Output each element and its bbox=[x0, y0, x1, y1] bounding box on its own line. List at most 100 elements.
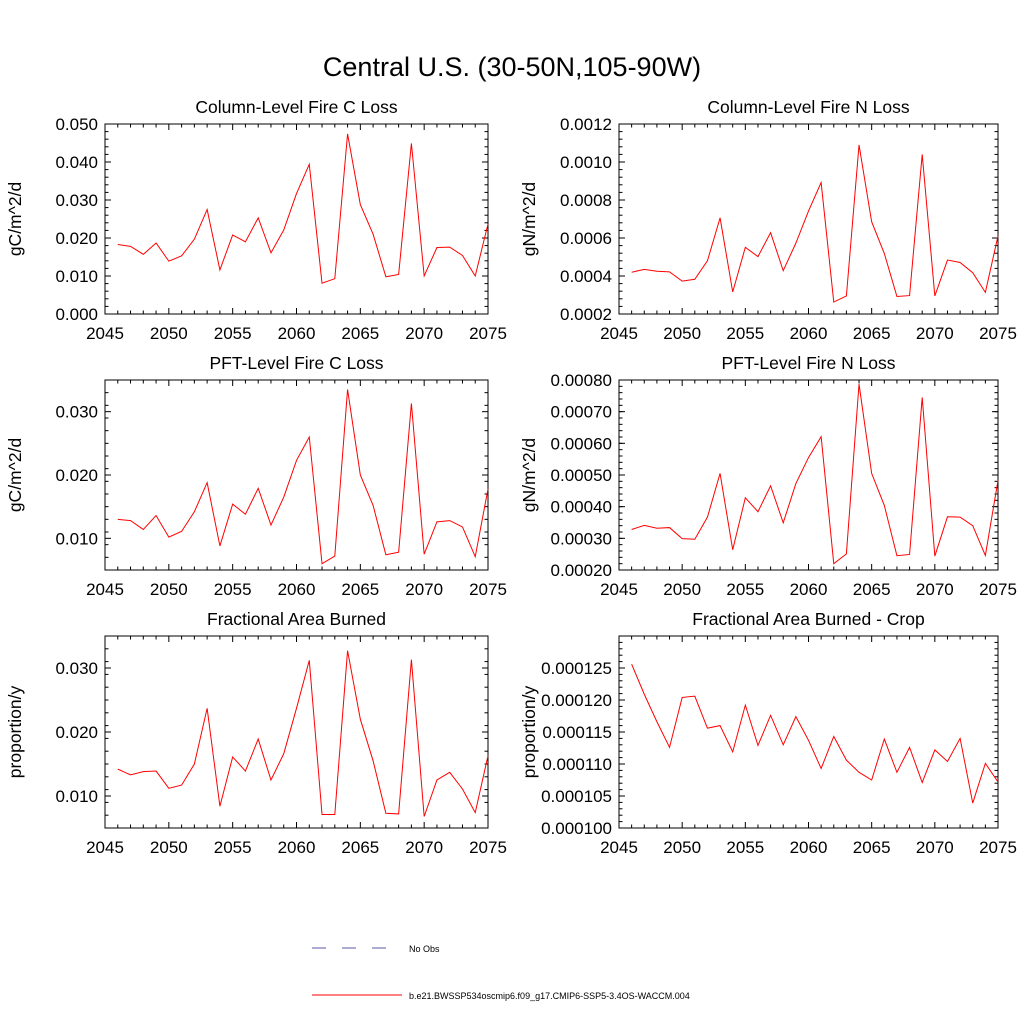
x-tick-label: 2045 bbox=[600, 838, 638, 857]
panel-title: PFT-Level Fire C Loss bbox=[209, 353, 383, 373]
chart-panel-6: Fractional Area Burned - Crop proportion/… bbox=[519, 609, 1017, 857]
x-tick-label: 2045 bbox=[86, 324, 124, 343]
chart-panel-2: Column-Level Fire N Loss gN/m^2/d 2045 2050… bbox=[519, 97, 1017, 343]
x-tick-label: 2055 bbox=[214, 580, 252, 599]
x-tick-label: 2065 bbox=[853, 838, 891, 857]
y-axis-label: gC/m^2/d bbox=[5, 182, 25, 256]
panel-title: PFT-Level Fire N Loss bbox=[721, 353, 895, 373]
series-line bbox=[631, 144, 999, 303]
y-tick-label: 0.00070 bbox=[551, 403, 612, 422]
x-tick-label: 2075 bbox=[469, 838, 507, 857]
panels: Column-Level Fire C Loss gC/m^2/d 2045 2050… bbox=[5, 97, 1017, 857]
y-tick-label: 0.0012 bbox=[560, 115, 612, 134]
y-tick-label: 0.030 bbox=[55, 191, 98, 210]
y-tick-label: 0.020 bbox=[55, 466, 98, 485]
panel-title: Fractional Area Burned - Crop bbox=[692, 609, 924, 629]
main-title: Central U.S. (30-50N,105-90W) bbox=[323, 52, 701, 82]
x-tick-label: 2065 bbox=[341, 580, 379, 599]
x-tick-label: 2070 bbox=[405, 324, 443, 343]
y-tick-label: 0.0010 bbox=[560, 153, 612, 172]
x-tick-label: 2075 bbox=[469, 324, 507, 343]
x-tick-label: 2065 bbox=[853, 324, 891, 343]
x-tick-label: 2075 bbox=[979, 580, 1017, 599]
x-tick-label: 2055 bbox=[726, 838, 764, 857]
series-line bbox=[117, 389, 489, 565]
plot-frame bbox=[104, 379, 489, 571]
x-tick-label: 2050 bbox=[150, 324, 188, 343]
panel-title: Column-Level Fire N Loss bbox=[707, 97, 910, 117]
y-tick-label: 0.00040 bbox=[551, 498, 612, 517]
x-tick-label: 2055 bbox=[214, 324, 252, 343]
y-tick-label: 0.010 bbox=[55, 529, 98, 548]
x-tick-label: 2065 bbox=[341, 324, 379, 343]
y-tick-label: 0.010 bbox=[55, 267, 98, 286]
plot-frame bbox=[618, 123, 999, 315]
y-tick-label: 0.00050 bbox=[551, 466, 612, 485]
y-tick-label: 0.020 bbox=[55, 229, 98, 248]
y-tick-label: 0.000115 bbox=[542, 723, 612, 742]
x-tick-label: 2075 bbox=[469, 580, 507, 599]
y-tick-label: 0.00030 bbox=[551, 529, 612, 548]
y-tick-label: 0.00020 bbox=[551, 561, 612, 580]
legend-model-label: b.e21.BWSSP534oscmip6.f09_g17.CMIP6-SSP5… bbox=[409, 991, 690, 1001]
y-tick-label: 0.020 bbox=[55, 723, 98, 742]
x-tick-label: 2070 bbox=[916, 838, 954, 857]
x-tick-label: 2055 bbox=[726, 324, 764, 343]
y-tick-label: 0.00080 bbox=[551, 371, 612, 390]
x-tick-label: 2045 bbox=[86, 838, 124, 857]
chart-panel-4: PFT-Level Fire N Loss gN/m^2/d 2045 2050 205… bbox=[519, 353, 1017, 599]
y-tick-label: 0.0004 bbox=[560, 267, 612, 286]
x-tick-label: 2050 bbox=[663, 580, 701, 599]
y-tick-label: 0.000125 bbox=[541, 659, 612, 678]
x-tick-label: 2055 bbox=[726, 580, 764, 599]
y-axis-label: proportion/y bbox=[519, 686, 539, 779]
y-tick-label: 0.000110 bbox=[542, 755, 612, 774]
legend: No Obs b.e21.BWSSP534oscmip6.f09_g17.CMI… bbox=[312, 944, 690, 1001]
x-tick-label: 2045 bbox=[600, 580, 638, 599]
y-tick-label: 0.00060 bbox=[551, 434, 612, 453]
x-tick-label: 2060 bbox=[790, 838, 828, 857]
plot-frame bbox=[618, 379, 999, 571]
x-tick-label: 2050 bbox=[663, 324, 701, 343]
x-tick-label: 2055 bbox=[214, 838, 252, 857]
y-axis-label: gN/m^2/d bbox=[519, 182, 539, 256]
y-tick-label: 0.050 bbox=[55, 115, 98, 134]
series-line bbox=[631, 384, 999, 565]
y-tick-label: 0.040 bbox=[55, 153, 98, 172]
chart-panel-5: Fractional Area Burned proportion/y 2045 20… bbox=[5, 609, 507, 857]
x-tick-label: 2060 bbox=[278, 324, 316, 343]
x-tick-label: 2060 bbox=[790, 324, 828, 343]
y-tick-label: 0.010 bbox=[55, 787, 98, 806]
y-tick-label: 0.030 bbox=[55, 659, 98, 678]
y-tick-label: 0.0008 bbox=[560, 191, 612, 210]
x-tick-label: 2065 bbox=[341, 838, 379, 857]
legend-obs-label: No Obs bbox=[409, 944, 440, 954]
x-tick-label: 2060 bbox=[278, 838, 316, 857]
x-tick-label: 2070 bbox=[916, 580, 954, 599]
y-tick-label: 0.000105 bbox=[541, 787, 612, 806]
x-tick-label: 2070 bbox=[405, 580, 443, 599]
panel-title: Fractional Area Burned bbox=[207, 609, 386, 629]
y-tick-label: 0.0002 bbox=[560, 305, 612, 324]
x-tick-label: 2045 bbox=[86, 580, 124, 599]
x-tick-label: 2065 bbox=[853, 580, 891, 599]
y-tick-label: 0.000120 bbox=[541, 691, 612, 710]
x-tick-label: 2050 bbox=[663, 838, 701, 857]
y-tick-label: 0.000100 bbox=[541, 819, 612, 838]
x-tick-label: 2050 bbox=[150, 838, 188, 857]
x-tick-label: 2075 bbox=[979, 324, 1017, 343]
series-line bbox=[117, 133, 489, 284]
x-tick-label: 2060 bbox=[278, 580, 316, 599]
y-tick-label: 0.0006 bbox=[560, 229, 612, 248]
y-tick-label: 0.000 bbox=[55, 305, 98, 324]
x-tick-label: 2045 bbox=[600, 324, 638, 343]
chart-panel-1: Column-Level Fire C Loss gC/m^2/d 2045 2050… bbox=[5, 97, 507, 343]
y-tick-label: 0.030 bbox=[55, 403, 98, 422]
plot-frame bbox=[104, 123, 489, 315]
y-axis-label: proportion/y bbox=[5, 686, 25, 779]
series-line bbox=[117, 650, 489, 817]
y-axis-label: gC/m^2/d bbox=[5, 438, 25, 512]
panel-title: Column-Level Fire C Loss bbox=[195, 97, 398, 117]
series-line bbox=[631, 663, 999, 804]
